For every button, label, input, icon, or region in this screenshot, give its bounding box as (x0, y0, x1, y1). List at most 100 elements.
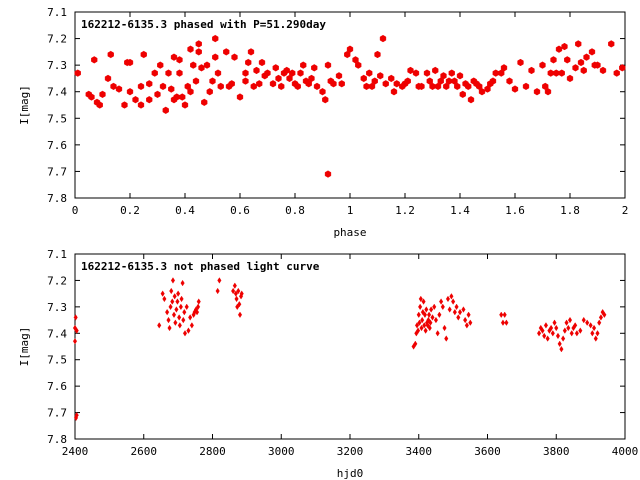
top-data-point (459, 90, 466, 99)
phased-light-curve-chart: 0 0.2 0.4 0.6 0.8 1 1.2 1.4 1.6 1.8 2 7.1 7.2 7.3 7.4 7… (18, 6, 628, 239)
bottom-data-point (499, 311, 504, 318)
top-data-point (300, 61, 307, 69)
top-data-point (484, 85, 491, 93)
top-data-point (360, 74, 367, 83)
bottom-data-point (447, 306, 452, 313)
bottom-data-point (554, 324, 559, 332)
bottom-data-point (236, 287, 241, 295)
top-data-point (412, 69, 420, 77)
top-data-point (429, 82, 436, 91)
top-y-tick-label: 7.4 (47, 86, 67, 99)
bottom-data-point (461, 306, 466, 313)
bottom-data-point (550, 330, 555, 337)
top-data-point (99, 90, 106, 99)
bottom-data-point (174, 306, 179, 313)
bottom-data-point (502, 311, 507, 318)
top-data-point (170, 53, 178, 61)
top-data-point (256, 80, 263, 88)
bottom-y-tick-label: 7.8 (47, 433, 67, 446)
top-data-point (162, 106, 169, 114)
top-data-point (253, 66, 260, 75)
top-x-axis-label: phase (333, 226, 366, 239)
bottom-data-point (578, 327, 583, 334)
top-data-point (223, 48, 230, 56)
top-data-point (275, 74, 282, 83)
bottom-data-point (429, 306, 434, 313)
top-data-point (121, 101, 128, 109)
bottom-data-point (433, 316, 438, 324)
top-data-point (566, 74, 574, 83)
bottom-data-point (456, 314, 461, 321)
bottom-data-point (414, 322, 420, 329)
bottom-data-point (452, 308, 457, 316)
bottom-data-point (427, 311, 432, 318)
bottom-data-point (432, 303, 437, 311)
top-data-point (454, 82, 461, 91)
bottom-data-point (592, 324, 597, 332)
bottom-data-point (567, 316, 573, 324)
top-data-point (390, 88, 398, 96)
top-data-point (137, 82, 145, 91)
top-data-point (465, 82, 472, 91)
bottom-data-point (196, 298, 201, 305)
bottom-data-point (424, 306, 429, 313)
top-data-point (269, 80, 277, 88)
top-data-point (245, 58, 252, 67)
top-data-point (338, 80, 345, 88)
bottom-data-point (437, 311, 442, 318)
top-data-point (308, 74, 315, 83)
top-data-point (91, 56, 98, 64)
bottom-data-point (422, 322, 427, 329)
bottom-x-tick-label: 2800 (199, 445, 226, 458)
bottom-data-point (593, 335, 598, 342)
bottom-data-point (543, 322, 548, 329)
bottom-data-point (457, 308, 463, 316)
bottom-data-point (189, 322, 194, 329)
bottom-data-point (428, 319, 433, 326)
bottom-data-point (170, 298, 175, 305)
bottom-data-point (420, 316, 425, 324)
top-data-point (297, 69, 304, 77)
bottom-data-point (588, 322, 593, 329)
bottom-data-point (445, 295, 451, 303)
top-data-point (382, 80, 389, 88)
top-data-point (371, 77, 378, 85)
bottom-data-point (590, 330, 595, 337)
top-data-point (190, 61, 197, 69)
bottom-data-point (178, 303, 183, 311)
bottom-data-point (182, 330, 188, 337)
top-data-point (498, 69, 505, 77)
top-data-point (115, 85, 123, 93)
top-x-tick-label: 0.4 (175, 204, 195, 217)
bottom-data-point (597, 319, 602, 326)
bottom-data-point (413, 340, 418, 348)
top-data-point (492, 69, 499, 77)
top-data-point (176, 56, 183, 64)
top-data-point (228, 80, 235, 88)
top-data-point (456, 72, 464, 80)
bottom-data-point (234, 295, 239, 303)
bottom-data-point (435, 330, 440, 337)
top-data-point (286, 74, 293, 83)
top-data-point (96, 101, 103, 109)
top-data-point (511, 85, 519, 93)
bottom-y-tick-label: 7.4 (47, 327, 67, 340)
bottom-data-point (552, 319, 557, 326)
bottom-data-point (564, 319, 569, 326)
top-data-point (250, 82, 257, 91)
top-data-point (198, 64, 205, 72)
top-data-point (555, 45, 563, 53)
top-y-tick-label: 7.2 (47, 33, 67, 46)
top-data-point (346, 45, 354, 53)
top-data-point (423, 69, 431, 77)
top-x-tick-label: 0.8 (285, 204, 305, 217)
top-data-point (217, 82, 224, 91)
bottom-x-tick-label: 4000 (612, 445, 639, 458)
bottom-data-point (418, 295, 423, 303)
bottom-x-tick-label: 2600 (131, 445, 158, 458)
top-data-point (195, 48, 202, 56)
top-data-point (272, 64, 279, 72)
bottom-data-point (595, 330, 600, 337)
top-data-point (517, 58, 524, 67)
